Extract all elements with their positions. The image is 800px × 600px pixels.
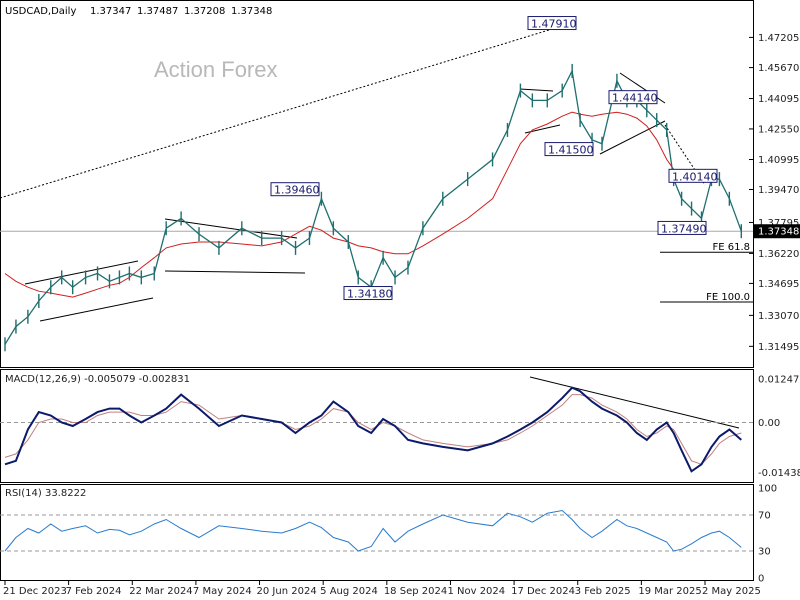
rsi-tick-label: 30 xyxy=(758,547,771,558)
channel-upper-line xyxy=(24,260,139,285)
rsi-label: RSI(14) 33.8222 xyxy=(5,488,86,499)
price-tick-label: 1.42550 xyxy=(758,124,799,135)
date-tick-label: 7 May 2024 xyxy=(193,586,252,597)
ohlc-high: 1.37487 xyxy=(137,6,178,17)
date-tick-label: 1 Nov 2024 xyxy=(447,586,505,597)
rsi-layer: 100 70 30 0 xyxy=(0,484,777,585)
price-tick-label: 1.37795 xyxy=(758,218,799,229)
fib-level-label: FE 61.8 xyxy=(712,242,750,253)
annotation-label: 1.41500 xyxy=(548,144,594,157)
rsi-tick-label: 70 xyxy=(758,511,771,522)
macd-label: MACD(12,26,9) -0.005079 -0.002831 xyxy=(5,374,190,385)
flag-upper-line xyxy=(519,88,554,92)
price-tick-label: 1.34695 xyxy=(758,279,799,290)
watermark: Action Forex xyxy=(154,57,278,82)
date-tick-label: 21 Dec 2023 xyxy=(3,586,67,597)
fib-levels: FE 61.8 FE 100.0 xyxy=(660,242,753,303)
price-axis: 1.47205 1.45670 1.44095 1.42550 1.40995 1.394… xyxy=(0,33,800,353)
date-tick-label: 5 Aug 2024 xyxy=(320,586,378,597)
date-tick-label: 18 Sep 2024 xyxy=(384,586,447,597)
price-annotations: 1.47910 1.44140 1.41500 1.39460 1.40140 1.374… xyxy=(270,16,718,301)
annotation-label: 1.40140 xyxy=(672,170,718,183)
date-tick-label: 19 Mar 2025 xyxy=(638,586,701,597)
date-tick-label: 17 Dec 2024 xyxy=(511,586,575,597)
date-tick-label: 7 Feb 2024 xyxy=(66,586,122,597)
channel-lower-line xyxy=(39,297,154,322)
macd-tick-label: 0.012472 xyxy=(758,375,800,386)
rsi-line xyxy=(4,509,742,552)
annotation-label: 1.34180 xyxy=(347,288,393,301)
annotation-box xyxy=(668,168,718,183)
moving-average-line xyxy=(4,111,682,298)
macd-tick-label: -0.014389 xyxy=(758,468,800,479)
price-tick-label: 1.39470 xyxy=(758,185,799,196)
price-series-layer xyxy=(4,63,742,352)
price-tick-label: 1.44095 xyxy=(758,94,799,105)
date-tick-label: 22 Mar 2024 xyxy=(129,586,192,597)
macd-layer: 0.012472 0.00 -0.014389 xyxy=(0,375,800,479)
macd-line xyxy=(4,386,742,473)
annotation-box xyxy=(608,90,658,105)
rsi-panel-frame xyxy=(0,484,754,581)
annotation-label: 1.47910 xyxy=(531,18,577,31)
price-tick-label: 1.33070 xyxy=(758,311,799,322)
fib-level-label: FE 100.0 xyxy=(706,292,750,303)
price-tick-label: 1.47205 xyxy=(758,33,799,44)
annotation-box xyxy=(544,142,594,157)
date-tick-label: 2 May 2025 xyxy=(702,586,761,597)
rsi-tick-label: 0 xyxy=(758,574,764,585)
macd-tick-label: 0.00 xyxy=(758,418,780,429)
price-close-line xyxy=(4,68,742,345)
current-price-label: 1.37348 xyxy=(758,227,799,238)
annotation-label: 1.44140 xyxy=(612,92,658,105)
moving-average-layer xyxy=(4,111,682,298)
rsi-tick-label: 100 xyxy=(758,484,777,495)
chart-symbol: USDCAD,Daily xyxy=(5,6,76,17)
triangle-lower-line xyxy=(164,270,306,274)
current-price-tag xyxy=(754,224,800,239)
annotation-box xyxy=(527,16,577,31)
price-tick-label: 1.31495 xyxy=(758,342,799,353)
ohlc-open: 1.37347 xyxy=(90,6,131,17)
date-tick-label: 3 Feb 2025 xyxy=(575,586,631,597)
price-tick-label: 1.40995 xyxy=(758,155,799,166)
annotation-box xyxy=(343,286,393,301)
price-tick-label: 1.36220 xyxy=(758,249,799,260)
annotation-label: 1.39460 xyxy=(274,184,320,197)
ohlc-low: 1.37208 xyxy=(184,6,225,17)
date-tick-label: 20 Jun 2024 xyxy=(257,586,317,597)
triangle-upper-line xyxy=(164,218,298,239)
ohlc-close: 1.37348 xyxy=(231,6,272,17)
macd-trendline xyxy=(529,376,740,429)
annotation-box xyxy=(657,220,707,235)
trendlines xyxy=(0,21,740,429)
long-dotted-trendline xyxy=(0,21,576,199)
wedge-lower-line xyxy=(599,120,666,155)
price-tick-label: 1.45670 xyxy=(758,63,799,74)
annotation-label: 1.37490 xyxy=(661,222,707,235)
annotation-box xyxy=(270,182,320,197)
price-panel-frame xyxy=(0,0,754,368)
